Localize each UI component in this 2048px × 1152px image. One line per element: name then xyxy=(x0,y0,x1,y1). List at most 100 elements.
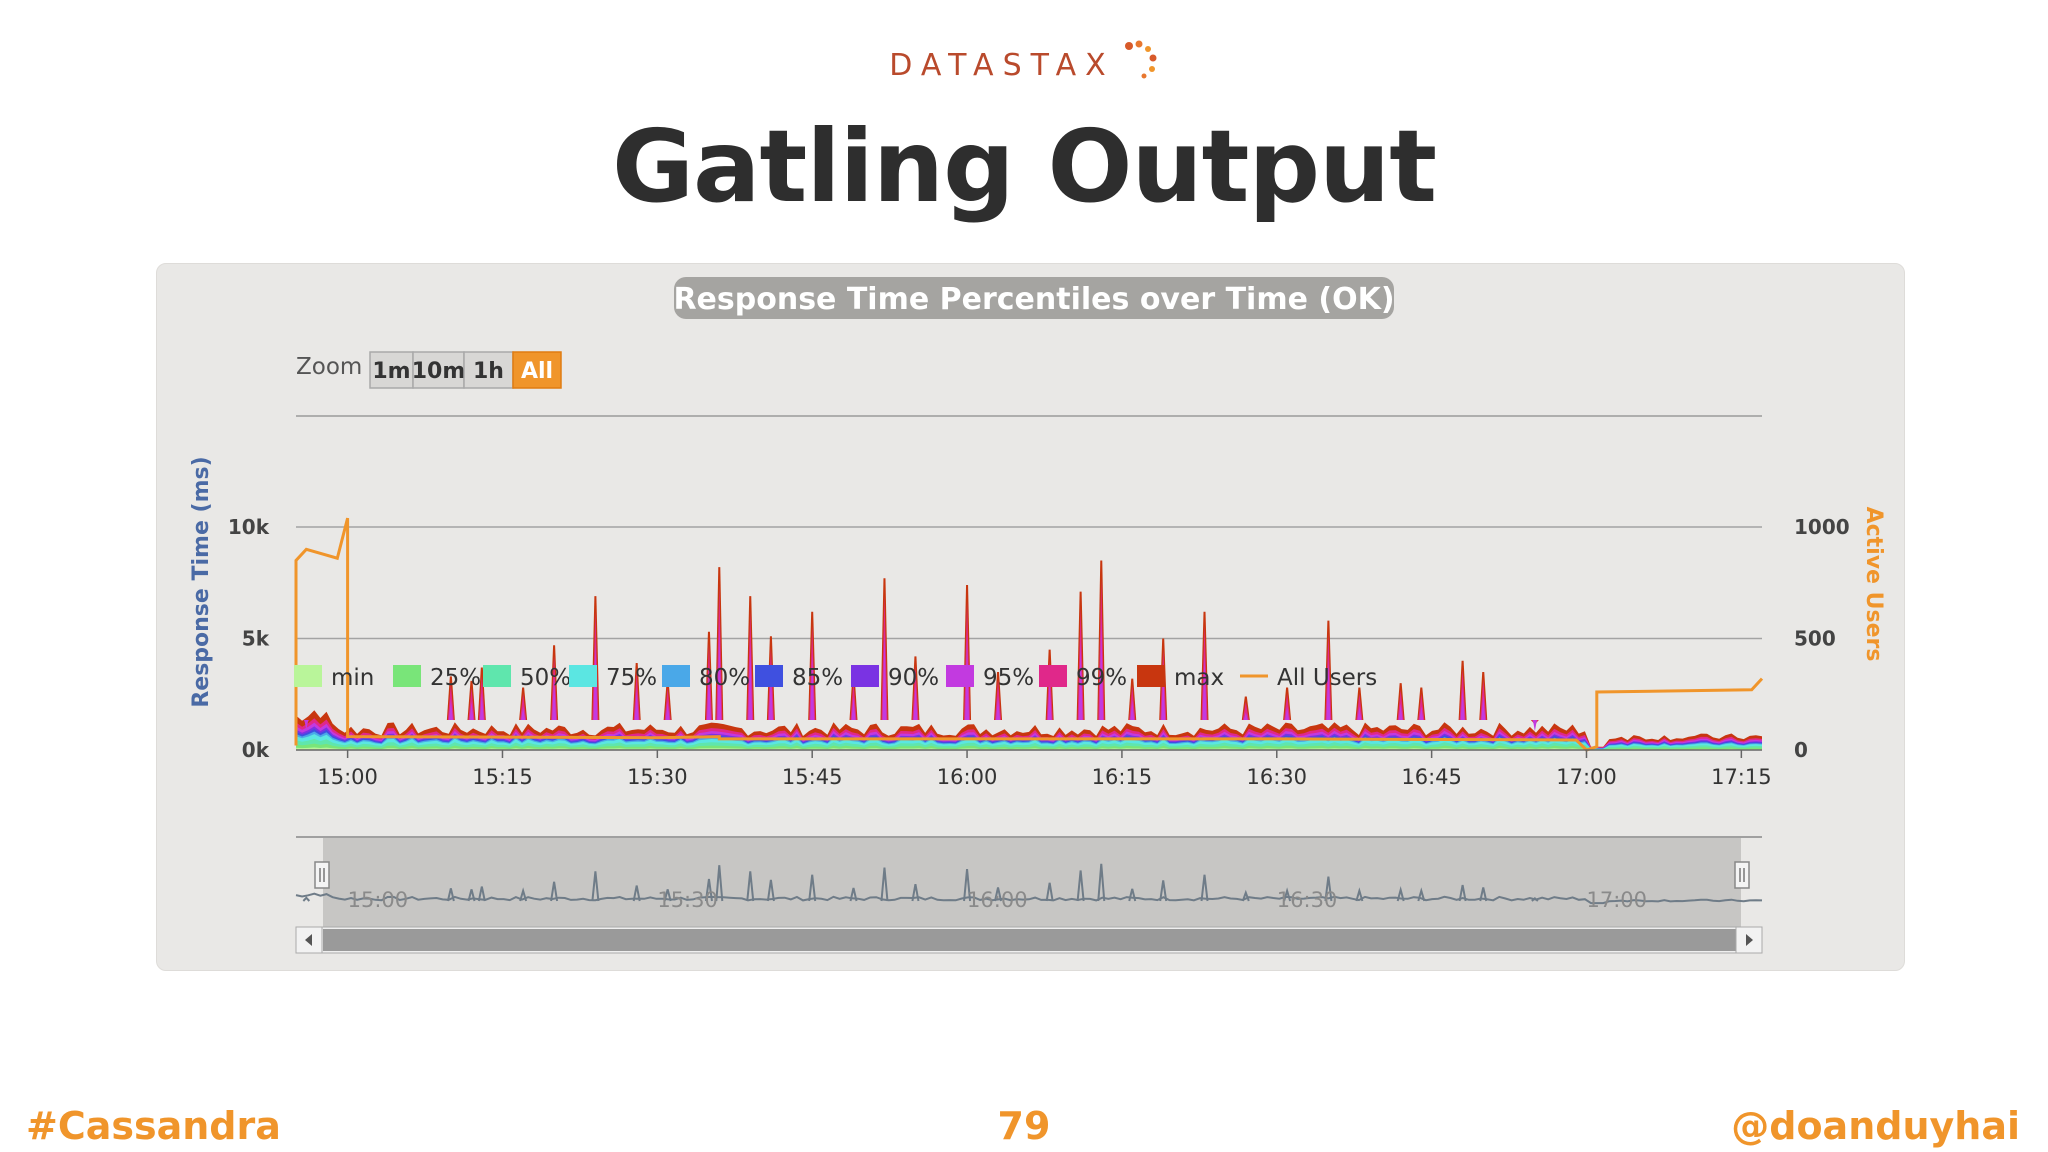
legend-item-99-[interactable]: 99% xyxy=(1039,665,1127,691)
navigator-series xyxy=(295,892,1763,905)
spike xyxy=(849,674,858,720)
navigator-spike xyxy=(994,887,1003,902)
grid-lines xyxy=(296,526,1762,640)
zoom-button-1h[interactable]: 1h xyxy=(463,351,514,389)
footer-handle: @doanduyhai xyxy=(1731,1104,2020,1148)
spike xyxy=(808,611,817,720)
logo-dots-icon xyxy=(1124,40,1157,79)
chevron-right-icon xyxy=(1746,934,1753,946)
y2-tick-label: 500 xyxy=(1794,627,1836,651)
legend-swatch xyxy=(569,665,597,687)
legend-item-all-users[interactable]: All Users xyxy=(1240,665,1377,691)
navigator-right-handle[interactable] xyxy=(1734,861,1750,889)
zoom-button-label: All xyxy=(521,359,553,384)
scrollbar-thumb[interactable] xyxy=(323,929,1741,951)
spike xyxy=(746,596,755,720)
zoom-label: Zoom xyxy=(296,354,362,380)
navigator-spike xyxy=(704,878,713,902)
spike xyxy=(1479,671,1488,720)
x-tick-label: 17:00 xyxy=(1556,765,1617,789)
y2-tick-label: 1000 xyxy=(1794,515,1850,539)
spike xyxy=(911,656,920,720)
navigator-spike xyxy=(1200,874,1209,902)
spike xyxy=(963,584,972,720)
footer-hashtag: #Cassandra xyxy=(26,1104,281,1148)
navigator-spike xyxy=(1324,876,1333,902)
navigator-window[interactable] xyxy=(323,838,1741,927)
page-number: 79 xyxy=(997,1104,1051,1148)
navigator-spike xyxy=(550,881,559,902)
legend-swatch xyxy=(662,665,690,687)
spike xyxy=(1396,683,1405,720)
legend-swatch xyxy=(946,665,974,687)
spike xyxy=(477,667,486,720)
spike xyxy=(1458,660,1467,720)
spike xyxy=(591,596,600,720)
percentile-areas xyxy=(296,710,1762,750)
navigator-tick-label: 16:30 xyxy=(1277,888,1338,912)
x-axis-ticks: 15:00 15:15 15:30 15:45 16:00 16:15 16:30 16:45… xyxy=(317,750,1772,789)
navigator-spike xyxy=(519,887,528,902)
scroll-right-button[interactable] xyxy=(1735,926,1763,954)
navigator-spike xyxy=(663,889,672,902)
legend-item-75-[interactable]: 75% xyxy=(569,665,657,691)
spike xyxy=(715,567,724,720)
navigator-left-handle[interactable] xyxy=(314,861,330,889)
x-tick-label: 15:15 xyxy=(472,765,533,789)
navigator-spike xyxy=(1159,880,1168,902)
legend-item-80-[interactable]: 80% xyxy=(662,665,750,691)
legend-item-90-[interactable]: 90% xyxy=(851,665,939,691)
zoom-button-all[interactable]: All xyxy=(512,351,562,389)
navigator-tick-label: 16:00 xyxy=(967,888,1028,912)
legend-item-max[interactable]: max xyxy=(1137,665,1224,691)
response-time-chart: Response Time Percentiles over Time (OK)… xyxy=(189,277,1886,954)
spike xyxy=(446,676,455,720)
navigator-spike xyxy=(1396,885,1405,902)
navigator-tick-label: 15:00 xyxy=(348,888,409,912)
navigator-spike xyxy=(1531,896,1539,902)
navigator-spike xyxy=(446,888,455,902)
legend-swatch xyxy=(1137,665,1165,687)
navigator-spike xyxy=(1045,882,1054,902)
chart-panel: Response Time Percentiles over Time (OK)… xyxy=(156,263,1905,971)
x-tick-label: 17:15 xyxy=(1711,765,1772,789)
legend-item-85-[interactable]: 85% xyxy=(755,665,843,691)
legend-label: 80% xyxy=(699,665,750,691)
zoom-button-10m[interactable]: 10m xyxy=(412,351,466,389)
navigator-ticks: 15:00 15:30 16:00 16:30 17:00 xyxy=(302,863,1647,912)
legend-swatch xyxy=(1039,665,1067,687)
navigator-spike xyxy=(632,885,641,902)
legend-label: 75% xyxy=(606,665,657,691)
y2-tick-label: 0 xyxy=(1794,738,1808,762)
legend-label: All Users xyxy=(1277,665,1377,691)
legend-label: 90% xyxy=(888,665,939,691)
legend-item-min[interactable]: min xyxy=(294,665,374,691)
scroll-left-button[interactable] xyxy=(295,926,323,954)
y-tick-label: 10k xyxy=(228,515,270,539)
x-tick-label: 16:45 xyxy=(1401,765,1462,789)
chart-legend: min 25% 50% 75% 80% 85% 90% 95% 99% max All Users xyxy=(294,665,1377,691)
navigator-spike xyxy=(1355,887,1364,902)
legend-label: 50% xyxy=(520,665,571,691)
spike xyxy=(1241,696,1250,720)
navigator-spike xyxy=(1283,887,1292,902)
navigator-spike xyxy=(302,896,311,902)
navigator-spike xyxy=(1128,888,1137,902)
spike xyxy=(1200,611,1209,720)
zoom-buttons: 1m 10m 1h All xyxy=(369,351,562,389)
x-tick-label: 16:30 xyxy=(1247,765,1308,789)
legend-item-50-[interactable]: 50% xyxy=(483,665,571,691)
legend-label: 99% xyxy=(1076,665,1127,691)
spike xyxy=(1355,687,1364,720)
legend-item-25-[interactable]: 25% xyxy=(393,665,481,691)
legend-label: max xyxy=(1174,665,1224,691)
navigator-spike xyxy=(1097,863,1106,902)
navigator-spike xyxy=(963,868,972,902)
zoom-button-label: 1h xyxy=(473,359,504,384)
slide-title: Gatling Output xyxy=(611,108,1437,225)
spike xyxy=(1097,560,1106,720)
spike xyxy=(302,720,311,730)
zoom-button-1m[interactable]: 1m xyxy=(369,351,414,389)
legend-item-95-[interactable]: 95% xyxy=(946,665,1034,691)
spike-series xyxy=(302,560,1539,732)
